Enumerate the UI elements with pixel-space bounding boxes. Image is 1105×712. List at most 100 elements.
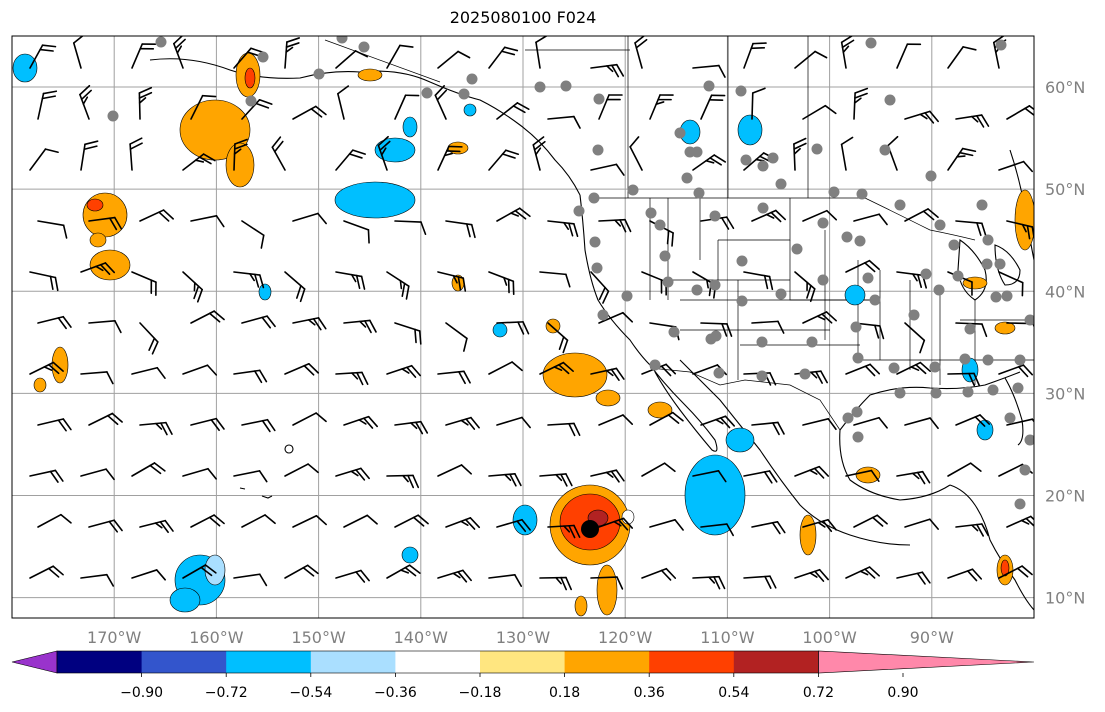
wind-barb xyxy=(88,320,122,334)
wind-barb xyxy=(88,519,123,533)
wind-barb xyxy=(547,115,581,129)
contour-patch xyxy=(447,141,469,155)
wind-barb xyxy=(292,105,327,120)
wind-barb xyxy=(802,311,837,324)
contour-patch xyxy=(463,103,477,117)
wind-barb xyxy=(394,420,429,435)
colorbar-frame xyxy=(56,650,819,674)
wind-barb xyxy=(337,85,350,120)
colorbar-tick-label: 0.18 xyxy=(549,685,580,701)
wind-barb xyxy=(751,87,766,120)
station-dot xyxy=(681,172,693,184)
wind-barb xyxy=(998,565,1033,579)
wind-barb xyxy=(700,94,726,120)
station-dot xyxy=(573,205,585,217)
contour-patch xyxy=(12,53,38,83)
wind-barb xyxy=(131,43,157,69)
wind-barb xyxy=(182,153,216,171)
wind-barb xyxy=(802,418,837,431)
wind-barb xyxy=(496,416,531,429)
wind-barb xyxy=(343,220,370,244)
station-dot xyxy=(466,73,478,85)
station-dot xyxy=(588,192,600,204)
station-dot xyxy=(645,207,657,219)
wind-barb xyxy=(955,322,988,338)
wind-barb xyxy=(292,317,327,331)
wind-barb xyxy=(386,44,414,69)
station-dot xyxy=(591,262,603,274)
lat-tick-label: 50°N xyxy=(1045,180,1085,199)
wind-barb xyxy=(904,417,939,430)
contour-patch xyxy=(542,352,608,398)
wind-barb xyxy=(335,271,366,290)
wind-barb xyxy=(386,564,421,579)
colorbar-segment xyxy=(57,651,143,673)
station-dot xyxy=(703,80,715,92)
lat-tick-label: 20°N xyxy=(1045,486,1085,505)
colorbar-segment xyxy=(141,651,227,673)
wind-barb xyxy=(284,463,319,477)
station-dot xyxy=(920,268,932,280)
station-dot xyxy=(245,95,257,107)
wind-barb xyxy=(241,315,276,329)
wind-barb xyxy=(751,421,785,436)
wind-barb xyxy=(437,271,467,292)
lat-tick-label: 10°N xyxy=(1045,589,1085,608)
wind-barb xyxy=(998,271,1024,297)
wind-barb xyxy=(598,414,634,426)
wind-barb xyxy=(394,514,429,528)
wind-barb xyxy=(896,43,922,69)
wind-barb xyxy=(700,415,736,429)
wind-barb xyxy=(29,469,64,483)
station-dot xyxy=(908,309,920,321)
wind-barb xyxy=(437,464,472,477)
station-dot xyxy=(879,144,891,156)
lon-tick-label: 100°W xyxy=(802,628,857,647)
wind-barb xyxy=(496,102,530,120)
wind-barb xyxy=(377,135,391,171)
station-dot xyxy=(791,243,803,255)
station-dot xyxy=(1024,314,1034,326)
wind-barb xyxy=(598,311,634,324)
wind-barb xyxy=(139,519,174,534)
wind-barb xyxy=(445,517,481,530)
wind-barb xyxy=(794,271,816,303)
wind-barb xyxy=(590,271,610,304)
wind-barb xyxy=(29,44,57,69)
wind-barb xyxy=(37,220,68,239)
station-dot xyxy=(982,234,994,246)
station-dot xyxy=(987,384,999,396)
wind-barb xyxy=(190,214,225,228)
wind-barb xyxy=(284,37,301,69)
lon-tick-label: 110°W xyxy=(700,628,755,647)
wind-barb xyxy=(802,518,837,533)
wind-barb xyxy=(29,148,59,171)
wind-barb xyxy=(700,322,733,337)
colorbar xyxy=(11,650,1035,674)
wind-barb xyxy=(437,50,471,69)
wind-barb xyxy=(292,412,327,426)
wind-barb xyxy=(692,64,726,78)
wind-barb xyxy=(598,94,623,120)
station-dot xyxy=(976,199,988,211)
contour-patch xyxy=(244,67,256,89)
station-dot xyxy=(1004,412,1016,424)
station-dot xyxy=(560,80,572,92)
wind-barb xyxy=(496,518,531,533)
contour-patch xyxy=(1000,559,1010,577)
wind-barb xyxy=(904,518,939,530)
colorbar-segment xyxy=(564,651,650,673)
station-dot xyxy=(107,110,119,122)
colorbar-tick-label: −0.18 xyxy=(459,685,502,701)
station-dot xyxy=(709,279,721,291)
station-dot xyxy=(421,87,433,99)
station-dot xyxy=(925,170,937,182)
wind-barb xyxy=(1006,515,1034,529)
wind-barb xyxy=(598,218,632,233)
station-dot xyxy=(691,146,703,158)
wind-barb xyxy=(794,465,830,479)
wind-barb xyxy=(794,50,828,69)
colorbar-tick-label: −0.72 xyxy=(205,685,248,701)
station-dot xyxy=(358,41,370,53)
